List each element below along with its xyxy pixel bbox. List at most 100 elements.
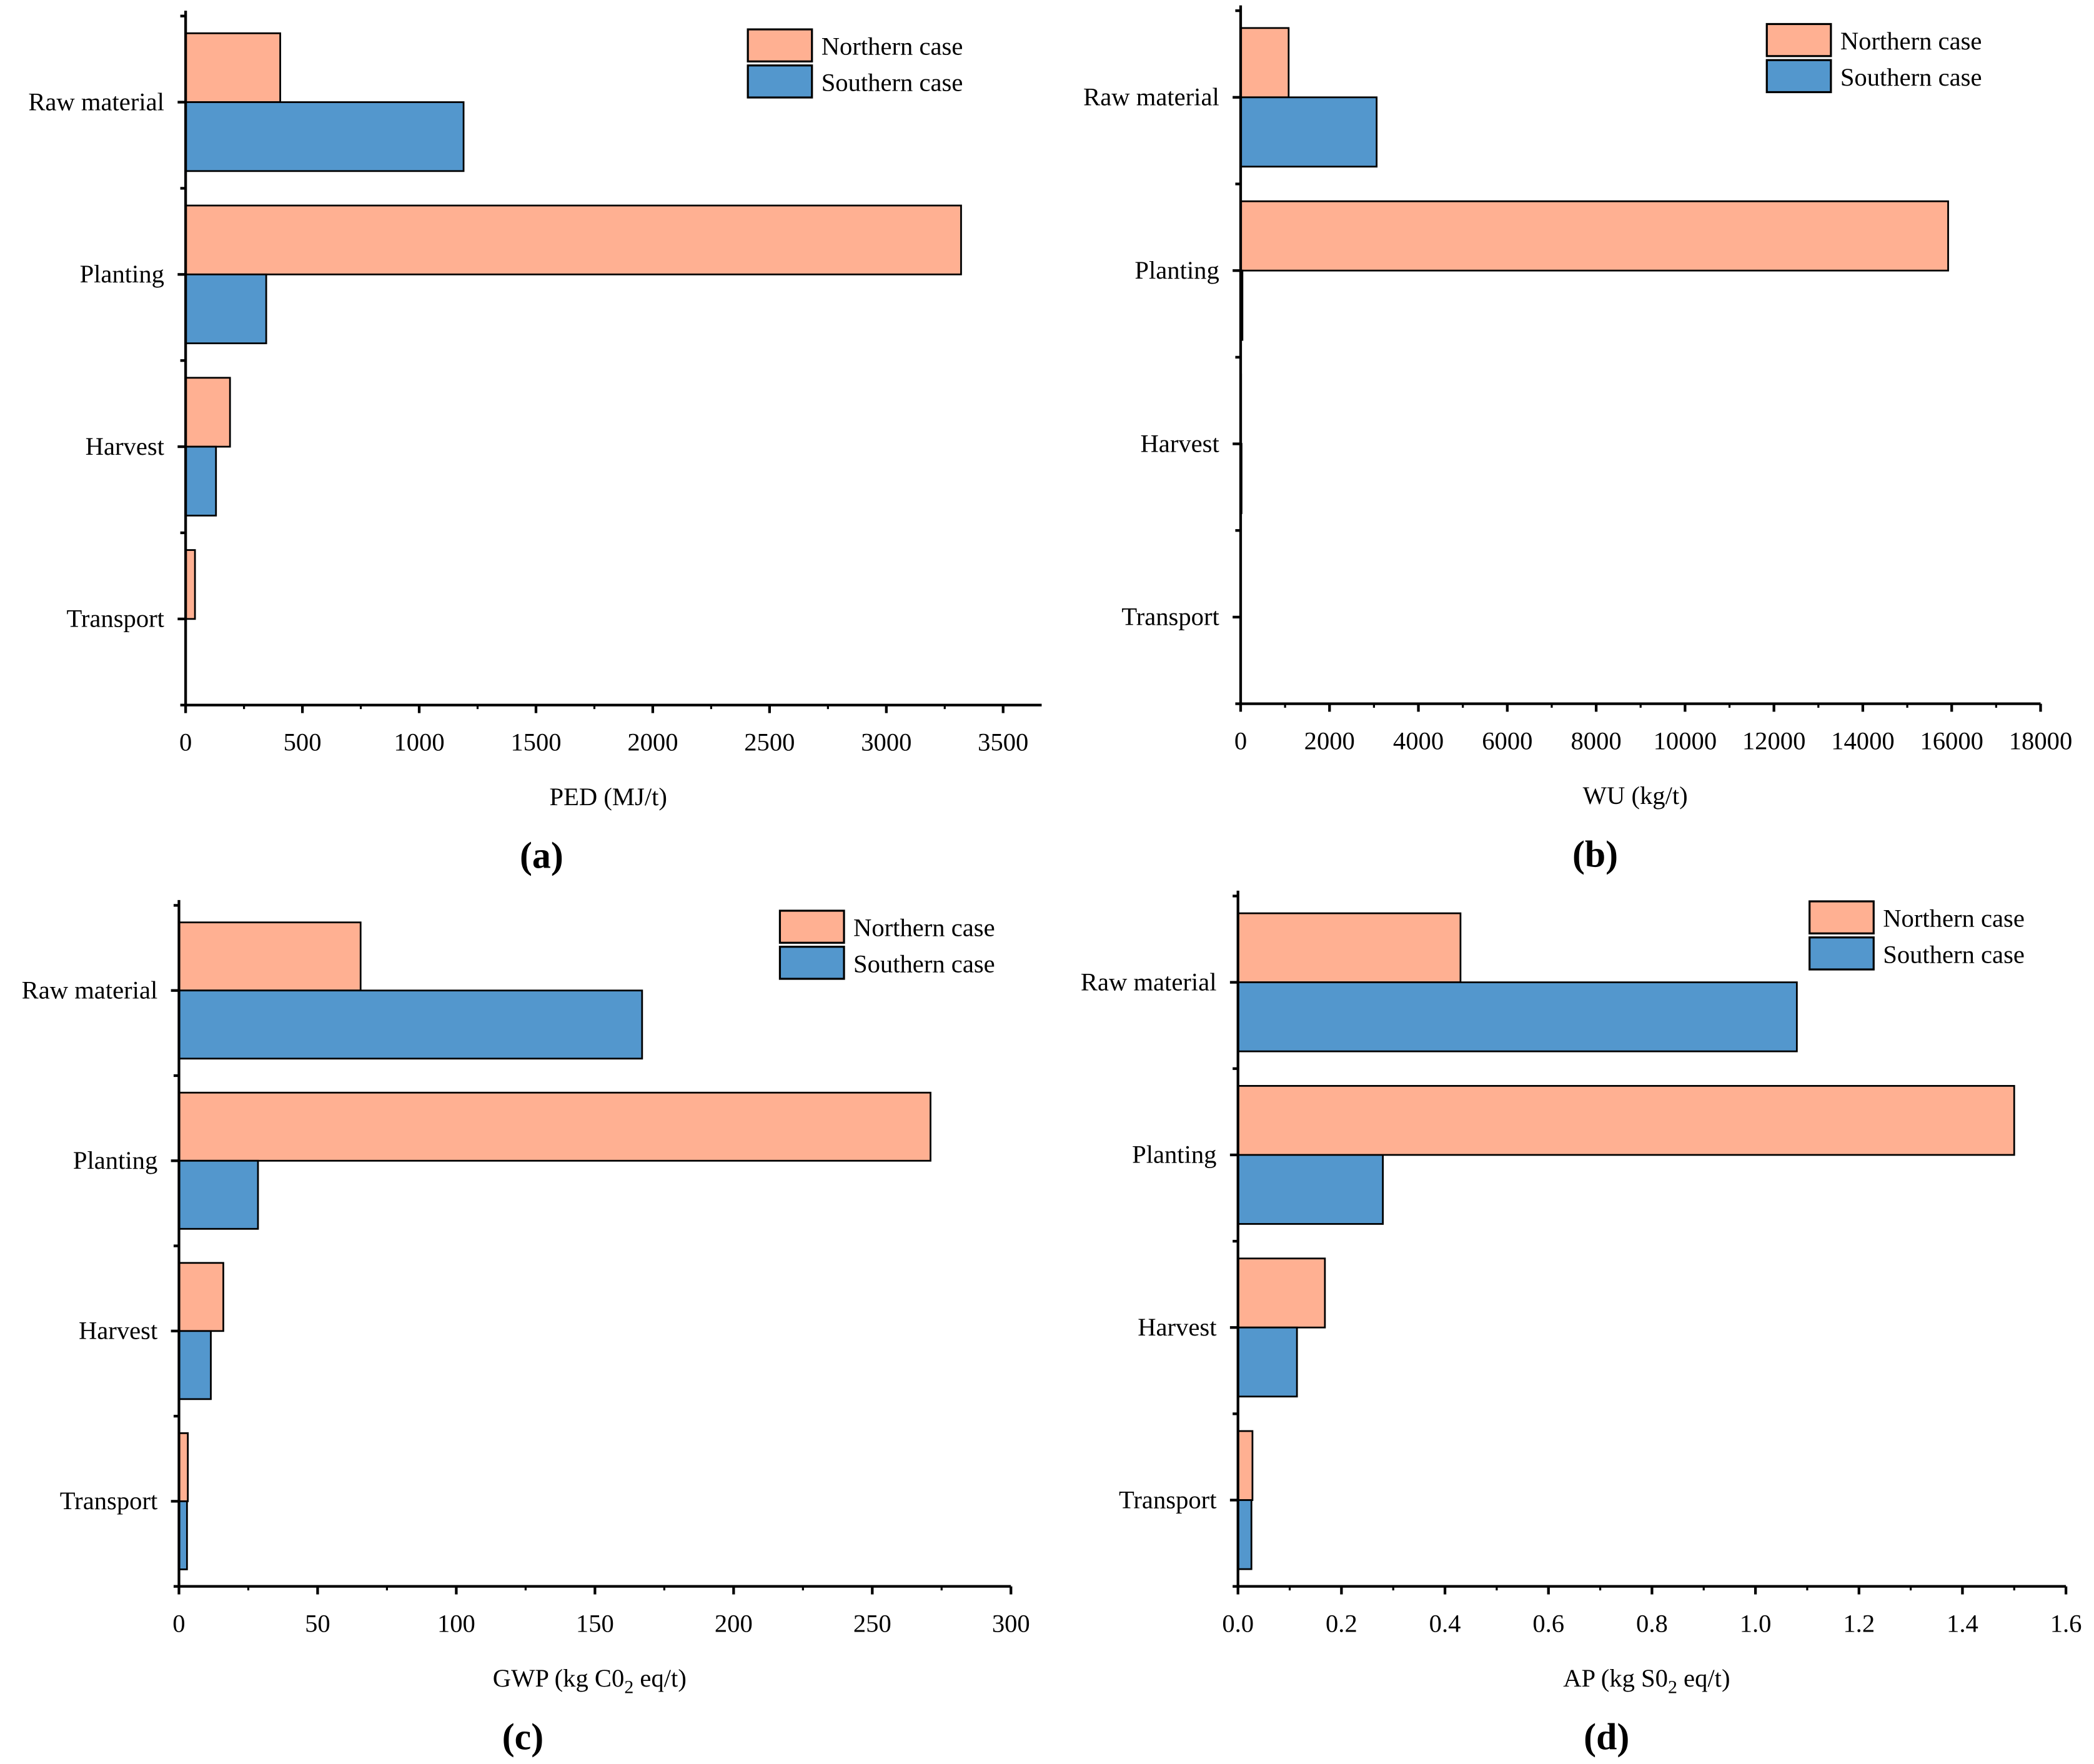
legend-label: Southern case: [821, 68, 963, 96]
x-tick-label: 14000: [1831, 726, 1895, 755]
legend-swatch-northern: [778, 909, 845, 944]
bar-northern-planting: [184, 204, 962, 275]
bar-northern-planting: [178, 1091, 931, 1162]
x-axis-label-text: WU (kg/t): [1583, 781, 1688, 810]
y-tick-label: Planting: [1134, 256, 1219, 284]
bar-northern-raw-material: [1239, 27, 1290, 99]
bar-northern-raw-material: [178, 921, 362, 992]
legend-swatch-southern: [747, 64, 813, 99]
x-axis-label: AP (kg S02 eq/t): [1563, 1664, 1730, 1698]
x-tick-label: 100: [437, 1609, 475, 1637]
x-axis-label-subscript: 2: [624, 1677, 633, 1698]
bar-southern-harvest: [178, 1330, 212, 1400]
x-tick-label: 0.2: [1326, 1609, 1357, 1637]
y-tick-label: Transport: [1119, 1485, 1217, 1514]
x-tick-label: 1.4: [1947, 1609, 1978, 1637]
y-tick-label: Planting: [73, 1146, 157, 1174]
legend-swatch-southern: [778, 946, 845, 980]
x-axis-label-suffix: eq/t): [633, 1664, 687, 1692]
bar-northern-transport: [1237, 1430, 1254, 1501]
x-axis-label-text: PED (MJ/t): [550, 783, 667, 811]
x-tick-label: 6000: [1482, 726, 1532, 755]
panel-label: (a): [520, 835, 563, 876]
legend-label: Southern case: [1883, 940, 2025, 968]
bar-southern-planting: [1237, 1154, 1384, 1225]
bar-southern-planting: [178, 1159, 259, 1230]
legend-label: Northern case: [1840, 27, 1982, 55]
bar-southern-raw-material: [1237, 981, 1798, 1053]
chart-panel-a: Raw material Planting Harvest Transport 0 500…: [28, 11, 1042, 876]
legend-label: Southern case: [853, 949, 995, 978]
x-tick-label: 3500: [978, 728, 1028, 756]
panel-label: (d): [1584, 1716, 1629, 1757]
x-axis-label-suffix: eq/t): [1677, 1664, 1730, 1692]
x-tick-label: 0: [179, 728, 192, 756]
bar-southern-raw-material: [1239, 96, 1378, 168]
x-tick-label: 300: [992, 1609, 1030, 1637]
bar-southern-raw-material: [178, 989, 643, 1060]
bar-northern-harvest: [178, 1262, 224, 1332]
x-tick-label: 8000: [1570, 726, 1621, 755]
bar-northern-transport: [184, 549, 196, 620]
y-tick-label: Transport: [60, 1487, 158, 1515]
x-tick-label: 2000: [627, 728, 678, 756]
x-tick-label: 500: [284, 728, 322, 756]
bar-northern-harvest: [184, 377, 231, 448]
panel-label: (b): [1572, 833, 1618, 875]
x-tick-label: 250: [853, 1609, 891, 1637]
x-axis-label-text: GWP (kg C0: [493, 1664, 625, 1692]
x-tick-label: 2000: [1304, 726, 1355, 755]
y-tick-label: Harvest: [86, 432, 165, 460]
x-tick-label: 0: [172, 1609, 185, 1637]
x-tick-label: 4000: [1393, 726, 1444, 755]
bar-northern-planting: [1239, 200, 1949, 272]
y-tick-label: Harvest: [1140, 429, 1219, 457]
legend-label: Southern case: [1840, 63, 1982, 91]
x-axis-label: PED (MJ/t): [550, 783, 667, 811]
bar-northern-planting: [1237, 1084, 2015, 1156]
x-tick-label: 0: [1234, 726, 1247, 755]
y-tick-label: Transport: [66, 605, 164, 633]
x-tick-label: 0.0: [1222, 1609, 1254, 1637]
x-tick-label: 200: [715, 1609, 753, 1637]
y-tick-label: Harvest: [79, 1317, 158, 1345]
bar-northern-harvest: [1237, 1257, 1326, 1329]
x-axis-label-subscript: 2: [1668, 1677, 1677, 1698]
chart-panel-d: Raw material Planting Harvest Transport 0.0 0…: [1081, 890, 2082, 1757]
x-tick-label: 150: [576, 1609, 614, 1637]
x-tick-label: 3000: [861, 728, 911, 756]
legend-swatch-northern: [1765, 22, 1832, 57]
y-tick-label: Raw material: [1083, 83, 1219, 111]
legend-swatch-southern: [1809, 936, 1875, 971]
x-axis-label: WU (kg/t): [1583, 781, 1688, 810]
chart-panel-c: Raw material Planting Harvest Transport 0 50 1…: [22, 899, 1030, 1757]
y-tick-label: Raw material: [22, 976, 158, 1004]
bar-southern-raw-material: [184, 101, 465, 172]
chart-panel-b: Raw material Planting Harvest Transport 0 200…: [1083, 5, 2073, 875]
y-tick-label: Raw material: [28, 87, 164, 116]
y-tick-label: Harvest: [1138, 1313, 1217, 1341]
legend-swatch-northern: [747, 28, 813, 62]
x-tick-label: 50: [305, 1609, 330, 1637]
y-tick-label: Transport: [1121, 603, 1219, 631]
x-tick-label: 1.6: [2050, 1609, 2082, 1637]
y-tick-label: Planting: [1132, 1141, 1216, 1169]
y-tick-label: Planting: [80, 260, 164, 288]
bar-northern-raw-material: [1237, 912, 1462, 983]
x-tick-label: 1.0: [1740, 1609, 1772, 1637]
x-tick-label: 1500: [510, 728, 561, 756]
bar-southern-harvest: [1237, 1326, 1298, 1398]
legend-label: Northern case: [853, 914, 995, 942]
x-tick-label: 0.6: [1532, 1609, 1564, 1637]
x-tick-label: 18000: [2009, 726, 2073, 755]
bar-southern-harvest: [184, 445, 217, 517]
bar-southern-transport: [1237, 1499, 1253, 1570]
x-tick-label: 2500: [744, 728, 795, 756]
x-axis-label-text: AP (kg S0: [1563, 1664, 1668, 1692]
x-tick-label: 0.8: [1636, 1609, 1668, 1637]
legend-swatch-southern: [1765, 59, 1832, 94]
bar-northern-raw-material: [184, 32, 281, 103]
x-tick-label: 1.2: [1843, 1609, 1875, 1637]
x-tick-label: 10000: [1654, 726, 1717, 755]
